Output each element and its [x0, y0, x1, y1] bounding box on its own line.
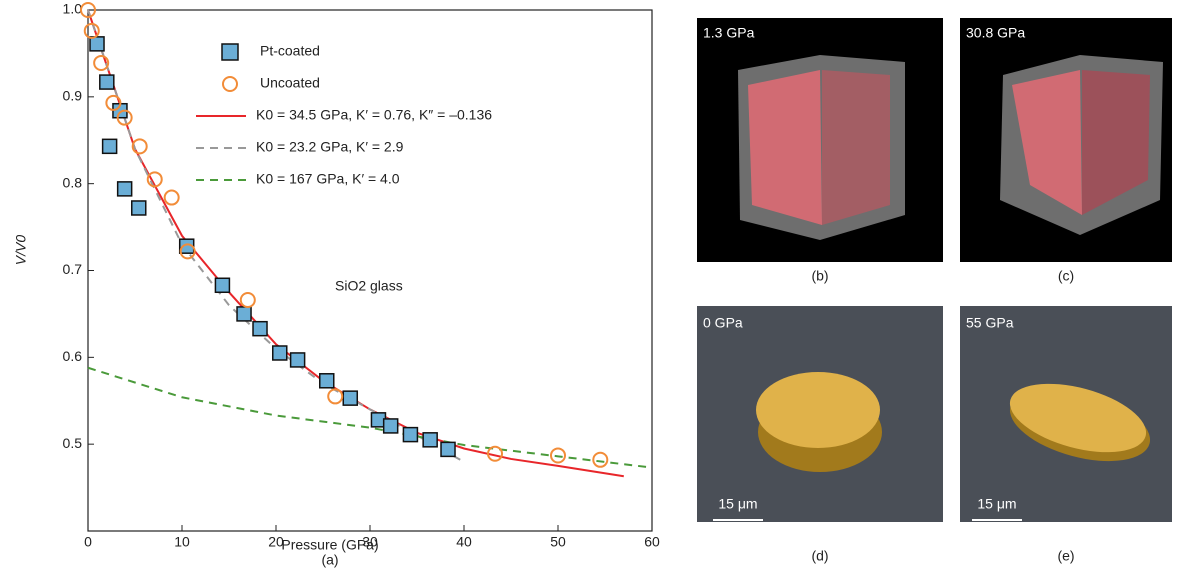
image-caption: (b)	[811, 268, 828, 284]
x-tick-label: 50	[550, 534, 566, 550]
x-tick-label: 20	[268, 534, 284, 550]
x-tick-label: 0	[84, 534, 92, 550]
image-panel-d: 0 GPa 15 μm	[697, 306, 943, 522]
y-tick-label: 0.6	[63, 348, 83, 364]
legend-label: Uncoated	[260, 75, 320, 91]
legend-swatch	[222, 44, 238, 60]
scale-bar-label: 15 μm	[718, 496, 757, 512]
square-marker	[441, 442, 455, 456]
annotation: SiO2 glass	[335, 278, 403, 294]
y-tick-label: 0.7	[63, 261, 83, 277]
scale-bar-label: 15 μm	[977, 496, 1016, 512]
square-marker	[273, 346, 287, 360]
circle-marker	[241, 293, 255, 307]
image-caption: (c)	[1058, 268, 1074, 284]
x-tick-label: 10	[174, 534, 190, 550]
image-label: 1.3 GPa	[703, 25, 755, 41]
panel-label: (a)	[321, 552, 338, 568]
circle-marker	[85, 24, 99, 38]
square-marker	[384, 419, 398, 433]
image-label: 30.8 GPa	[966, 25, 1025, 41]
square-marker	[100, 75, 114, 89]
y-tick-label: 0.9	[63, 88, 83, 104]
image-panel-b: 1.3 GPa	[697, 18, 943, 262]
square-marker	[253, 322, 267, 336]
image-panel-c: 30.8 GPa	[960, 18, 1172, 262]
y-tick-label: 1.0	[63, 1, 83, 17]
x-tick-label: 30	[362, 534, 378, 550]
image-label: 55 GPa	[966, 315, 1014, 331]
fit-line	[88, 368, 652, 468]
legend-label: K0 = 23.2 GPa, K′ = 2.9	[256, 139, 404, 155]
image-caption: (d)	[811, 548, 828, 564]
square-marker	[423, 433, 437, 447]
image-caption: (e)	[1057, 548, 1074, 564]
image-panel-e: 55 GPa 15 μm	[960, 306, 1172, 522]
square-marker	[320, 374, 334, 388]
y-axis-label: V/V0	[13, 235, 29, 266]
figure: Pressure (GPa) (a) V/V0 SiO2 glass 1.3 G…	[0, 0, 1189, 568]
circle-marker	[593, 453, 607, 467]
y-tick-label: 0.5	[63, 435, 83, 451]
legend-label: Pt-coated	[260, 43, 320, 59]
square-marker	[103, 139, 117, 153]
fit-line	[88, 10, 624, 476]
square-marker	[118, 182, 132, 196]
square-marker	[343, 391, 357, 405]
square-marker	[90, 37, 104, 51]
square-marker	[132, 201, 146, 215]
square-marker	[215, 278, 229, 292]
square-marker	[291, 353, 305, 367]
x-tick-label: 60	[644, 534, 660, 550]
square-marker	[237, 307, 251, 321]
legend-label: K0 = 34.5 GPa, K′ = 0.76, K″ = –0.136	[256, 107, 492, 123]
legend-swatch	[223, 77, 237, 91]
square-marker	[403, 428, 417, 442]
circle-marker	[328, 389, 342, 403]
circle-marker	[165, 191, 179, 205]
legend-label: K0 = 167 GPa, K′ = 4.0	[256, 171, 400, 187]
plot-frame	[88, 10, 652, 531]
x-tick-label: 40	[456, 534, 472, 550]
y-tick-label: 0.8	[63, 174, 83, 190]
image-label: 0 GPa	[703, 315, 743, 331]
